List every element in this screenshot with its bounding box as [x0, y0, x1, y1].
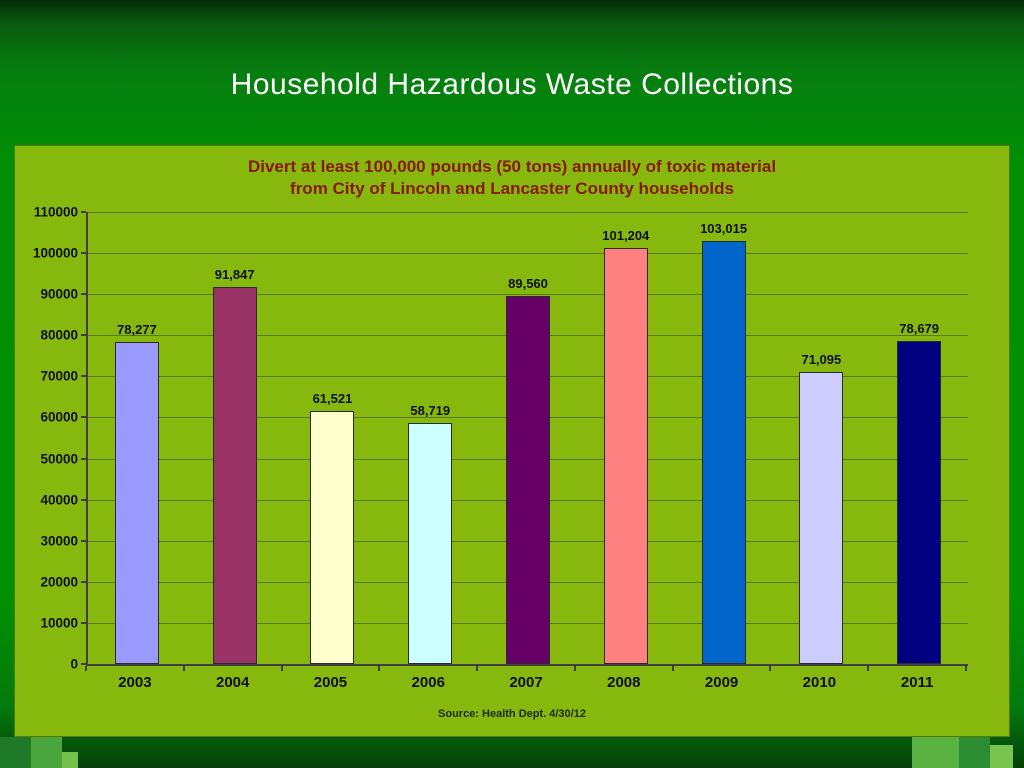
bar-2008: [603, 248, 648, 664]
bars: 78,277 91,847 61,521 58,719 89,560 101,204 103…: [88, 212, 968, 664]
y-tick-label: 20000: [40, 574, 78, 590]
y-tick-mark: [81, 580, 86, 583]
x-tick-mark: [671, 666, 674, 671]
decorative-square: [959, 737, 990, 768]
y-tick-label: 50000: [40, 451, 78, 467]
bar-2003: [114, 342, 159, 664]
plot-area: 78,277 91,847 61,521 58,719 89,560 101,204 103…: [86, 212, 968, 666]
bar-value-label: 89,560: [508, 276, 548, 291]
y-tick-label: 80000: [40, 327, 78, 343]
x-ticks: [85, 666, 967, 671]
y-ticks: [81, 211, 86, 665]
x-axis-label: 2007: [509, 674, 543, 691]
y-tick-mark: [81, 457, 86, 460]
y-tick-label: 70000: [40, 368, 78, 384]
y-tick-label: 60000: [40, 409, 78, 425]
y-tick-mark: [81, 539, 86, 542]
y-tick-label: 90000: [40, 286, 78, 302]
slide-title: Household Hazardous Waste Collections: [230, 68, 794, 101]
source-note: Source: Health Dept. 4/30/12: [438, 708, 586, 720]
x-axis-labels: 2003 2004 2005 2006 2007 2008 2009 2010 2011: [86, 674, 966, 691]
x-tick-mark: [378, 666, 381, 671]
gridline: [88, 294, 968, 296]
x-axis-label: 2011: [900, 674, 934, 691]
x-axis-label: 2008: [607, 674, 641, 691]
y-axis-labels: 0 10000 20000 30000 40000 50000 60000 70000 8000…: [15, 205, 78, 672]
x-tick-mark: [573, 666, 576, 671]
chart-title-line1: Divert at least 100,000 pounds (50 tons)…: [247, 157, 777, 176]
bar-2004: [212, 286, 257, 664]
bar-value-label: 78,277: [117, 322, 157, 338]
x-tick-mark: [769, 666, 772, 671]
x-axis-label: 2003: [118, 674, 152, 691]
y-tick-label: 110000: [33, 204, 78, 220]
y-tick-mark: [81, 621, 86, 624]
decorative-square: [31, 737, 62, 768]
x-tick-mark: [280, 666, 283, 671]
y-tick-mark: [81, 252, 86, 255]
bar-2011: [897, 340, 942, 664]
bar-value-label: 101,204: [602, 228, 650, 244]
bar-2007: [506, 296, 551, 664]
y-tick-mark: [81, 663, 86, 665]
bar-slot: 58,719: [381, 212, 479, 664]
bar-2009: [701, 240, 746, 664]
y-tick-mark: [81, 416, 86, 419]
y-tick-mark: [81, 498, 86, 501]
bar-2005: [310, 411, 355, 664]
x-tick-mark: [85, 666, 87, 671]
bar-slot: 89,560: [479, 212, 577, 664]
bar-value-label: 61,521: [312, 391, 353, 407]
y-tick-label: 40000: [40, 492, 78, 508]
y-tick-label: 100000: [32, 245, 78, 261]
decorative-square: [990, 745, 1013, 768]
x-axis-label: 2010: [802, 674, 837, 691]
decorative-square: [62, 752, 78, 768]
y-tick-label: 30000: [40, 533, 78, 549]
chart-title: Divert at least 100,000 pounds (50 tons)…: [15, 156, 1009, 200]
x-axis-label: 2009: [704, 674, 739, 691]
bar-value-label: 71,095: [801, 351, 842, 367]
bar-2006: [408, 422, 453, 664]
x-axis-label: 2005: [313, 674, 348, 691]
y-tick-mark: [81, 211, 86, 213]
gridline: [88, 212, 968, 213]
bar-chart: Divert at least 100,000 pounds (50 tons)…: [14, 145, 1010, 737]
bar-slot: 91,847: [186, 212, 284, 664]
chart-title-line2: from City of Lincoln and Lancaster Count…: [290, 179, 734, 198]
x-axis-label: 2006: [411, 674, 445, 691]
x-tick-mark: [867, 666, 870, 671]
decorative-square: [0, 737, 31, 768]
y-tick-label: 0: [70, 656, 78, 672]
x-tick-mark: [965, 666, 967, 671]
bar-value-label: 91,847: [214, 266, 255, 282]
y-tick-mark: [81, 293, 86, 296]
y-tick-label: 10000: [40, 615, 78, 631]
y-tick-mark: [81, 375, 86, 378]
bar-slot: 78,277: [88, 212, 186, 664]
bar-value-label: 58,719: [410, 402, 451, 418]
bar-value-label: 78,679: [899, 320, 940, 336]
x-tick-mark: [182, 666, 185, 671]
bar-2010: [799, 371, 844, 664]
bar-slot: 71,095: [772, 212, 870, 664]
bar-slot: 103,015: [675, 212, 773, 664]
bar-value-label: 103,015: [700, 220, 748, 236]
x-tick-mark: [476, 666, 479, 671]
bar-slot: 61,521: [284, 212, 382, 664]
gridline: [88, 253, 968, 255]
x-axis-label: 2004: [215, 674, 250, 691]
y-tick-mark: [81, 334, 86, 337]
bar-slot: 101,204: [577, 212, 675, 664]
bar-slot: 78,679: [870, 212, 968, 664]
